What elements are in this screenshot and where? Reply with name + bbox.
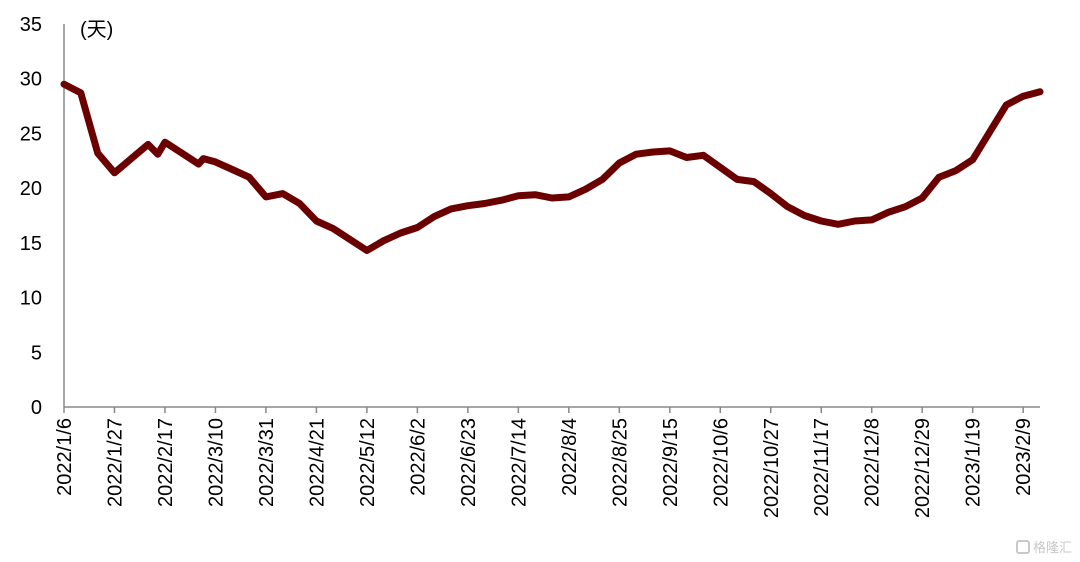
x-tick-label: 2023/1/19 xyxy=(963,418,985,507)
x-axis-ticks xyxy=(63,407,1024,413)
x-tick-label: 2022/2/17 xyxy=(155,418,177,507)
watermark-text: 格隆汇 xyxy=(1032,541,1072,556)
x-tick-label: 2022/12/8 xyxy=(862,418,884,507)
x-tick-label: 2022/1/6 xyxy=(54,418,76,496)
x-tick-label: 2022/8/4 xyxy=(559,418,581,496)
x-tick-label: 2022/9/15 xyxy=(660,418,682,507)
x-tick-label: 2022/1/27 xyxy=(104,418,126,507)
y-tick-label: 35 xyxy=(20,14,42,36)
y-axis-unit-label: (天) xyxy=(80,19,113,41)
x-tick-label: 2022/3/10 xyxy=(205,418,227,507)
watermark: 格隆汇 xyxy=(1015,537,1072,556)
x-axis-tick-labels: 2022/1/6 2022/1/27 2022/2/17 2022/3/10 2022/… xyxy=(54,418,1035,518)
x-tick-label: 2022/12/29 xyxy=(912,418,934,518)
x-tick-label: 2022/10/27 xyxy=(761,418,783,518)
series-line xyxy=(60,80,1044,254)
y-tick-label: 30 xyxy=(20,69,42,91)
watermark-logo-icon xyxy=(1015,539,1030,554)
x-tick-label: 2022/10/6 xyxy=(710,418,732,507)
x-tick-label: 2023/2/9 xyxy=(1013,418,1035,496)
x-tick-label: 2022/7/14 xyxy=(508,418,530,507)
y-tick-label: 20 xyxy=(20,178,42,200)
x-tick-label: 2022/8/25 xyxy=(609,418,631,507)
y-tick-label: 10 xyxy=(20,288,42,310)
y-tick-label: 0 xyxy=(31,397,42,419)
y-tick-label: 15 xyxy=(20,233,42,255)
x-tick-label: 2022/11/17 xyxy=(811,418,833,517)
x-tick-label: 2022/6/23 xyxy=(458,418,480,507)
x-tick-label: 2022/6/2 xyxy=(407,418,429,496)
x-tick-label: 2022/5/12 xyxy=(357,418,379,507)
x-tick-label: 2022/3/31 xyxy=(256,418,278,507)
x-tick-label: 2022/4/21 xyxy=(306,418,328,507)
y-tick-label: 5 xyxy=(31,342,42,364)
y-axis-tick-labels: 0 5 10 15 20 25 30 35 xyxy=(20,14,42,419)
y-tick-label: 25 xyxy=(20,123,42,145)
